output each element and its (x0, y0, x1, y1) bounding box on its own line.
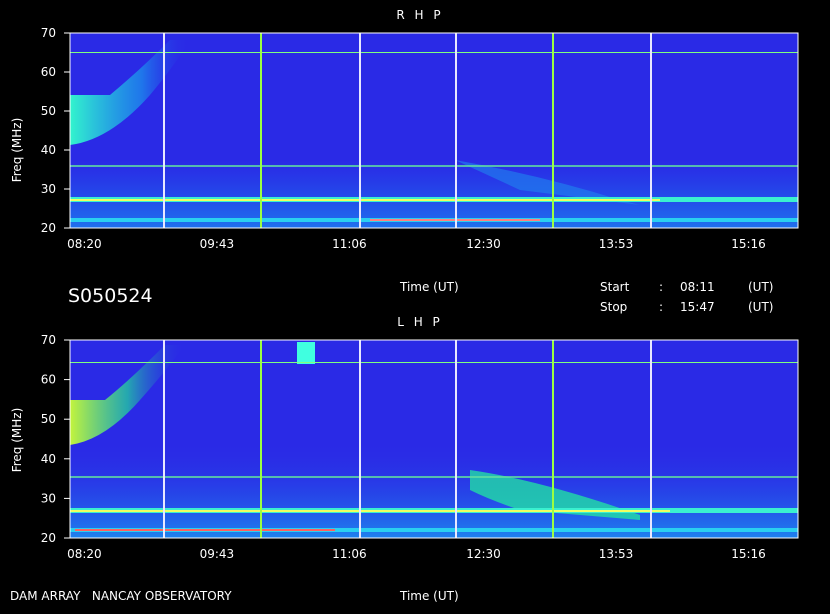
rhp-vline-6 (650, 33, 652, 228)
rhp-vline-4 (455, 33, 457, 228)
lhp-xtick-label: 11:06 (332, 547, 367, 561)
lhp-xtick-label: 12:30 (466, 547, 501, 561)
footer-time-label: Time (UT) (399, 589, 459, 603)
lhp-vline-1 (163, 340, 165, 538)
stop-value: 15:47 (680, 300, 715, 314)
rhp-low-band-glow (70, 160, 798, 228)
rhp-drifting-emission (455, 160, 640, 205)
rhp-ytick-label: 30 (41, 182, 56, 196)
rhp-band-64mhz (70, 52, 798, 53)
rhp-vline-2 (260, 33, 262, 228)
lhp-vline-3 (359, 340, 361, 538)
start-value: 08:11 (680, 280, 715, 294)
stop-ut: (UT) (748, 300, 773, 314)
lhp-ytick-label: 50 (41, 412, 56, 426)
lhp-band-22mhz (70, 528, 798, 532)
lhp-drifting-emission (470, 470, 640, 520)
lhp-band-64mhz (70, 362, 798, 363)
rhp-plot-frame (69, 32, 799, 229)
rhp-type-iii-burst (70, 40, 190, 145)
lhp-vline-5 (552, 340, 554, 538)
lhp-vline-2 (260, 340, 262, 538)
rhp-vline-1 (163, 33, 165, 228)
observatory-label: DAM ARRAY NANCAY OBSERVATORY (10, 589, 232, 603)
start-colon: : (659, 280, 663, 294)
lhp-type-iii-burst (70, 345, 185, 445)
lhp-xtick-label: 15:16 (731, 547, 766, 561)
axis-ticks: 20 30 40 50 60 70 08:20 09:43 11:06 12:30 13:53 15:… (41, 26, 766, 561)
header-time-label: Time (UT) (399, 280, 459, 294)
lhp-vline-6 (650, 340, 652, 538)
lhp-plot-frame (69, 339, 799, 539)
start-ut: (UT) (748, 280, 773, 294)
lhp-panel: L H P Freq (MHz) (10, 315, 799, 539)
footer: DAM ARRAY NANCAY OBSERVATORY Time (UT) (10, 589, 459, 603)
rhp-band-36mhz (70, 165, 798, 167)
lhp-low-band-glow (70, 440, 798, 538)
start-label: Start (600, 280, 630, 294)
stop-colon: : (659, 300, 663, 314)
lhp-ytick-label: 70 (41, 333, 56, 347)
rhp-xtick-label: 11:06 (332, 237, 367, 251)
lhp-ylabel: Freq (MHz) (10, 408, 24, 473)
rhp-xtick-label: 13:53 (599, 237, 634, 251)
rhp-vline-3 (359, 33, 361, 228)
lhp-ytick-label: 30 (41, 491, 56, 505)
lhp-band-27mhz-core (70, 510, 670, 512)
rhp-ylabel: Freq (MHz) (10, 118, 24, 183)
lhp-band-36mhz (70, 476, 798, 478)
rhp-panel-title: R H P (396, 8, 443, 22)
session-code: S050524 (68, 285, 153, 307)
rhp-vline-5 (552, 33, 554, 228)
lhp-panel-title: L H P (397, 315, 443, 329)
rhp-xtick-label: 12:30 (466, 237, 501, 251)
rhp-xtick-label: 08:20 (67, 237, 102, 251)
rhp-ytick-label: 50 (41, 104, 56, 118)
rhp-panel: R H P Freq (MHz) (10, 8, 799, 229)
rhp-ytick-label: 70 (41, 26, 56, 40)
rhp-ytick-label: 40 (41, 143, 56, 157)
lhp-xtick-label: 09:43 (200, 547, 235, 561)
stop-label: Stop (600, 300, 627, 314)
lhp-xtick-label: 08:20 (67, 547, 102, 561)
rhp-xtick-label: 15:16 (731, 237, 766, 251)
rhp-band-27mhz-core (70, 199, 660, 201)
lhp-spike-region (297, 342, 315, 364)
lhp-xtick-label: 13:53 (599, 547, 634, 561)
rhp-ytick-label: 20 (41, 221, 56, 235)
lhp-ytick-label: 60 (41, 373, 56, 387)
lhp-band-22mhz-hot (75, 529, 335, 531)
header-block: S050524 Time (UT) Start : 08:11 (UT) Sto… (68, 280, 773, 314)
lhp-ytick-label: 40 (41, 452, 56, 466)
rhp-xtick-label: 09:43 (200, 237, 235, 251)
lhp-ytick-label: 20 (41, 531, 56, 545)
rhp-ytick-label: 60 (41, 65, 56, 79)
lhp-vline-4 (455, 340, 457, 538)
